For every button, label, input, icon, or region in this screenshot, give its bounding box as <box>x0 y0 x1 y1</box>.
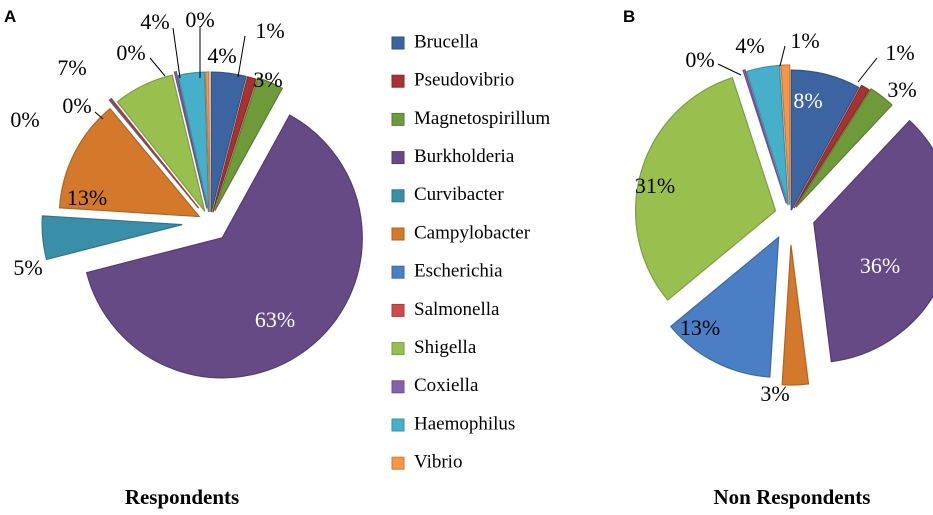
non-respondents-slice-burkholderia <box>813 119 933 363</box>
non-respondents-data-label-haemophilus: 4% <box>735 33 764 58</box>
respondents-data-label-coxiella: 0% <box>116 40 145 65</box>
legend-label-vibrio: Vibrio <box>414 452 462 473</box>
respondents-slice-haemophilus <box>177 71 210 213</box>
legend-label-pseudovibrio: Pseudovibrio <box>414 70 514 91</box>
respondents-data-label-campylobacter: 13% <box>67 185 107 210</box>
pie-chart-non-respondents: 8% 1% 3% 36% 3% 13% 31% 0% 4% 1% <box>635 28 933 406</box>
non-respondents-data-label-coxiella: 0% <box>685 47 714 72</box>
non-respondents-slice-haemophilus <box>746 64 789 206</box>
non-respondents-data-label-vibrio: 1% <box>790 28 819 53</box>
legend-label-salmonella: Salmonella <box>414 299 500 320</box>
non-respondents-data-label-pseudovibrio: 1% <box>885 40 914 65</box>
non-respondents-slice-vibrio <box>780 64 791 206</box>
respondents-slice-magnetospirillum <box>214 77 284 212</box>
respondents-leader-line-escherichia <box>94 111 104 120</box>
non-respondents-data-label-shigella: 31% <box>635 173 675 198</box>
legend-swatch-coxiella <box>391 380 405 394</box>
non-respondents-slice-coxiella <box>742 69 787 204</box>
respondents-slice-shigella <box>116 74 206 212</box>
legend: Brucella Pseudovibrio Magnetospirillum Burk… <box>391 31 550 473</box>
respondents-leader-line-coxiella <box>149 57 166 77</box>
respondents-leader-line-pseudovibrio <box>237 35 246 78</box>
non-respondents-slice-escherichia <box>669 235 780 378</box>
respondents-slice-salmonella <box>109 97 200 209</box>
non-respondents-data-label-burkholderia: 36% <box>860 253 900 278</box>
panel-letter-a: A <box>4 7 16 26</box>
non-respondents-data-label-campylobacter: 3% <box>760 381 789 406</box>
non-respondents-data-label-brucella: 8% <box>793 88 822 113</box>
respondents-data-label-burkholderia: 63% <box>255 307 295 332</box>
chart-title-respondents: Respondents <box>125 485 239 509</box>
legend-swatch-salmonella <box>391 303 405 317</box>
chart-title-non-respondents: Non Respondents <box>714 485 871 509</box>
respondents-slice-burkholderia <box>85 114 363 379</box>
respondents-data-label-magnetospirillum: 3% <box>253 67 282 92</box>
non-respondents-slice-pseudovibrio <box>793 84 870 209</box>
non-respondents-leader-line-vibrio <box>779 45 786 67</box>
respondents-data-label-brucella: 4% <box>207 43 236 68</box>
panel-letter-b: B <box>623 7 635 26</box>
non-respondents-slice-brucella <box>790 69 860 211</box>
pie-chart-respondents: 4% 1% 3% 63% 5% 13% 0% 0% 7% 0% 4% 0% <box>10 7 363 379</box>
non-respondents-data-label-escherichia: 13% <box>680 315 720 340</box>
legend-swatch-escherichia <box>391 265 405 279</box>
legend-swatch-burkholderia <box>391 151 405 165</box>
non-respondents-leader-line-coxiella <box>717 63 742 76</box>
respondents-data-label-vibrio: 0% <box>185 7 214 32</box>
respondents-leader-line-haemophilus <box>172 27 181 79</box>
non-respondents-data-label-magnetospirillum: 3% <box>887 77 916 102</box>
legend-label-shigella: Shigella <box>414 337 477 358</box>
non-respondents-leader-line-pseudovibrio <box>857 57 878 83</box>
respondents-slice-pseudovibrio <box>212 76 257 213</box>
legend-swatch-shigella <box>391 342 405 356</box>
respondents-slice-campylobacter <box>58 107 201 218</box>
legend-label-haemophilus: Haemophilus <box>414 413 515 434</box>
legend-label-curvibacter: Curvibacter <box>414 184 504 205</box>
legend-swatch-magnetospirillum <box>391 112 405 126</box>
legend-swatch-haemophilus <box>391 418 405 432</box>
legend-label-brucella: Brucella <box>414 31 479 52</box>
legend-label-magnetospirillum: Magnetospirillum <box>414 108 550 129</box>
respondents-data-label-escherichia: 0% <box>62 93 91 118</box>
legend-label-escherichia: Escherichia <box>414 261 503 282</box>
legend-label-coxiella: Coxiella <box>414 375 479 396</box>
respondents-data-label-pseudovibrio: 1% <box>255 18 284 43</box>
legend-swatch-brucella <box>391 36 405 50</box>
respondents-data-label-shigella: 7% <box>57 55 86 80</box>
respondents-slice-brucella <box>210 71 247 213</box>
respondents-slice-coxiella <box>173 71 208 209</box>
respondents-data-label-salmonella: 0% <box>10 107 39 132</box>
legend-swatch-curvibacter <box>391 189 405 203</box>
legend-swatch-pseudovibrio <box>391 74 405 88</box>
non-respondents-slice-campylobacter <box>781 244 810 386</box>
legend-swatch-campylobacter <box>391 227 405 241</box>
legend-label-burkholderia: Burkholderia <box>414 146 515 167</box>
non-respondents-slice-shigella <box>634 76 777 301</box>
respondents-data-label-curvibacter: 5% <box>13 255 42 280</box>
respondents-data-label-haemophilus: 4% <box>140 9 169 34</box>
legend-swatch-vibrio <box>391 456 405 470</box>
legend-label-campylobacter: Campylobacter <box>414 222 531 243</box>
respondents-slice-vibrio <box>205 71 211 213</box>
respondents-slice-curvibacter <box>41 215 183 261</box>
non-respondents-slice-magnetospirillum <box>795 88 893 208</box>
